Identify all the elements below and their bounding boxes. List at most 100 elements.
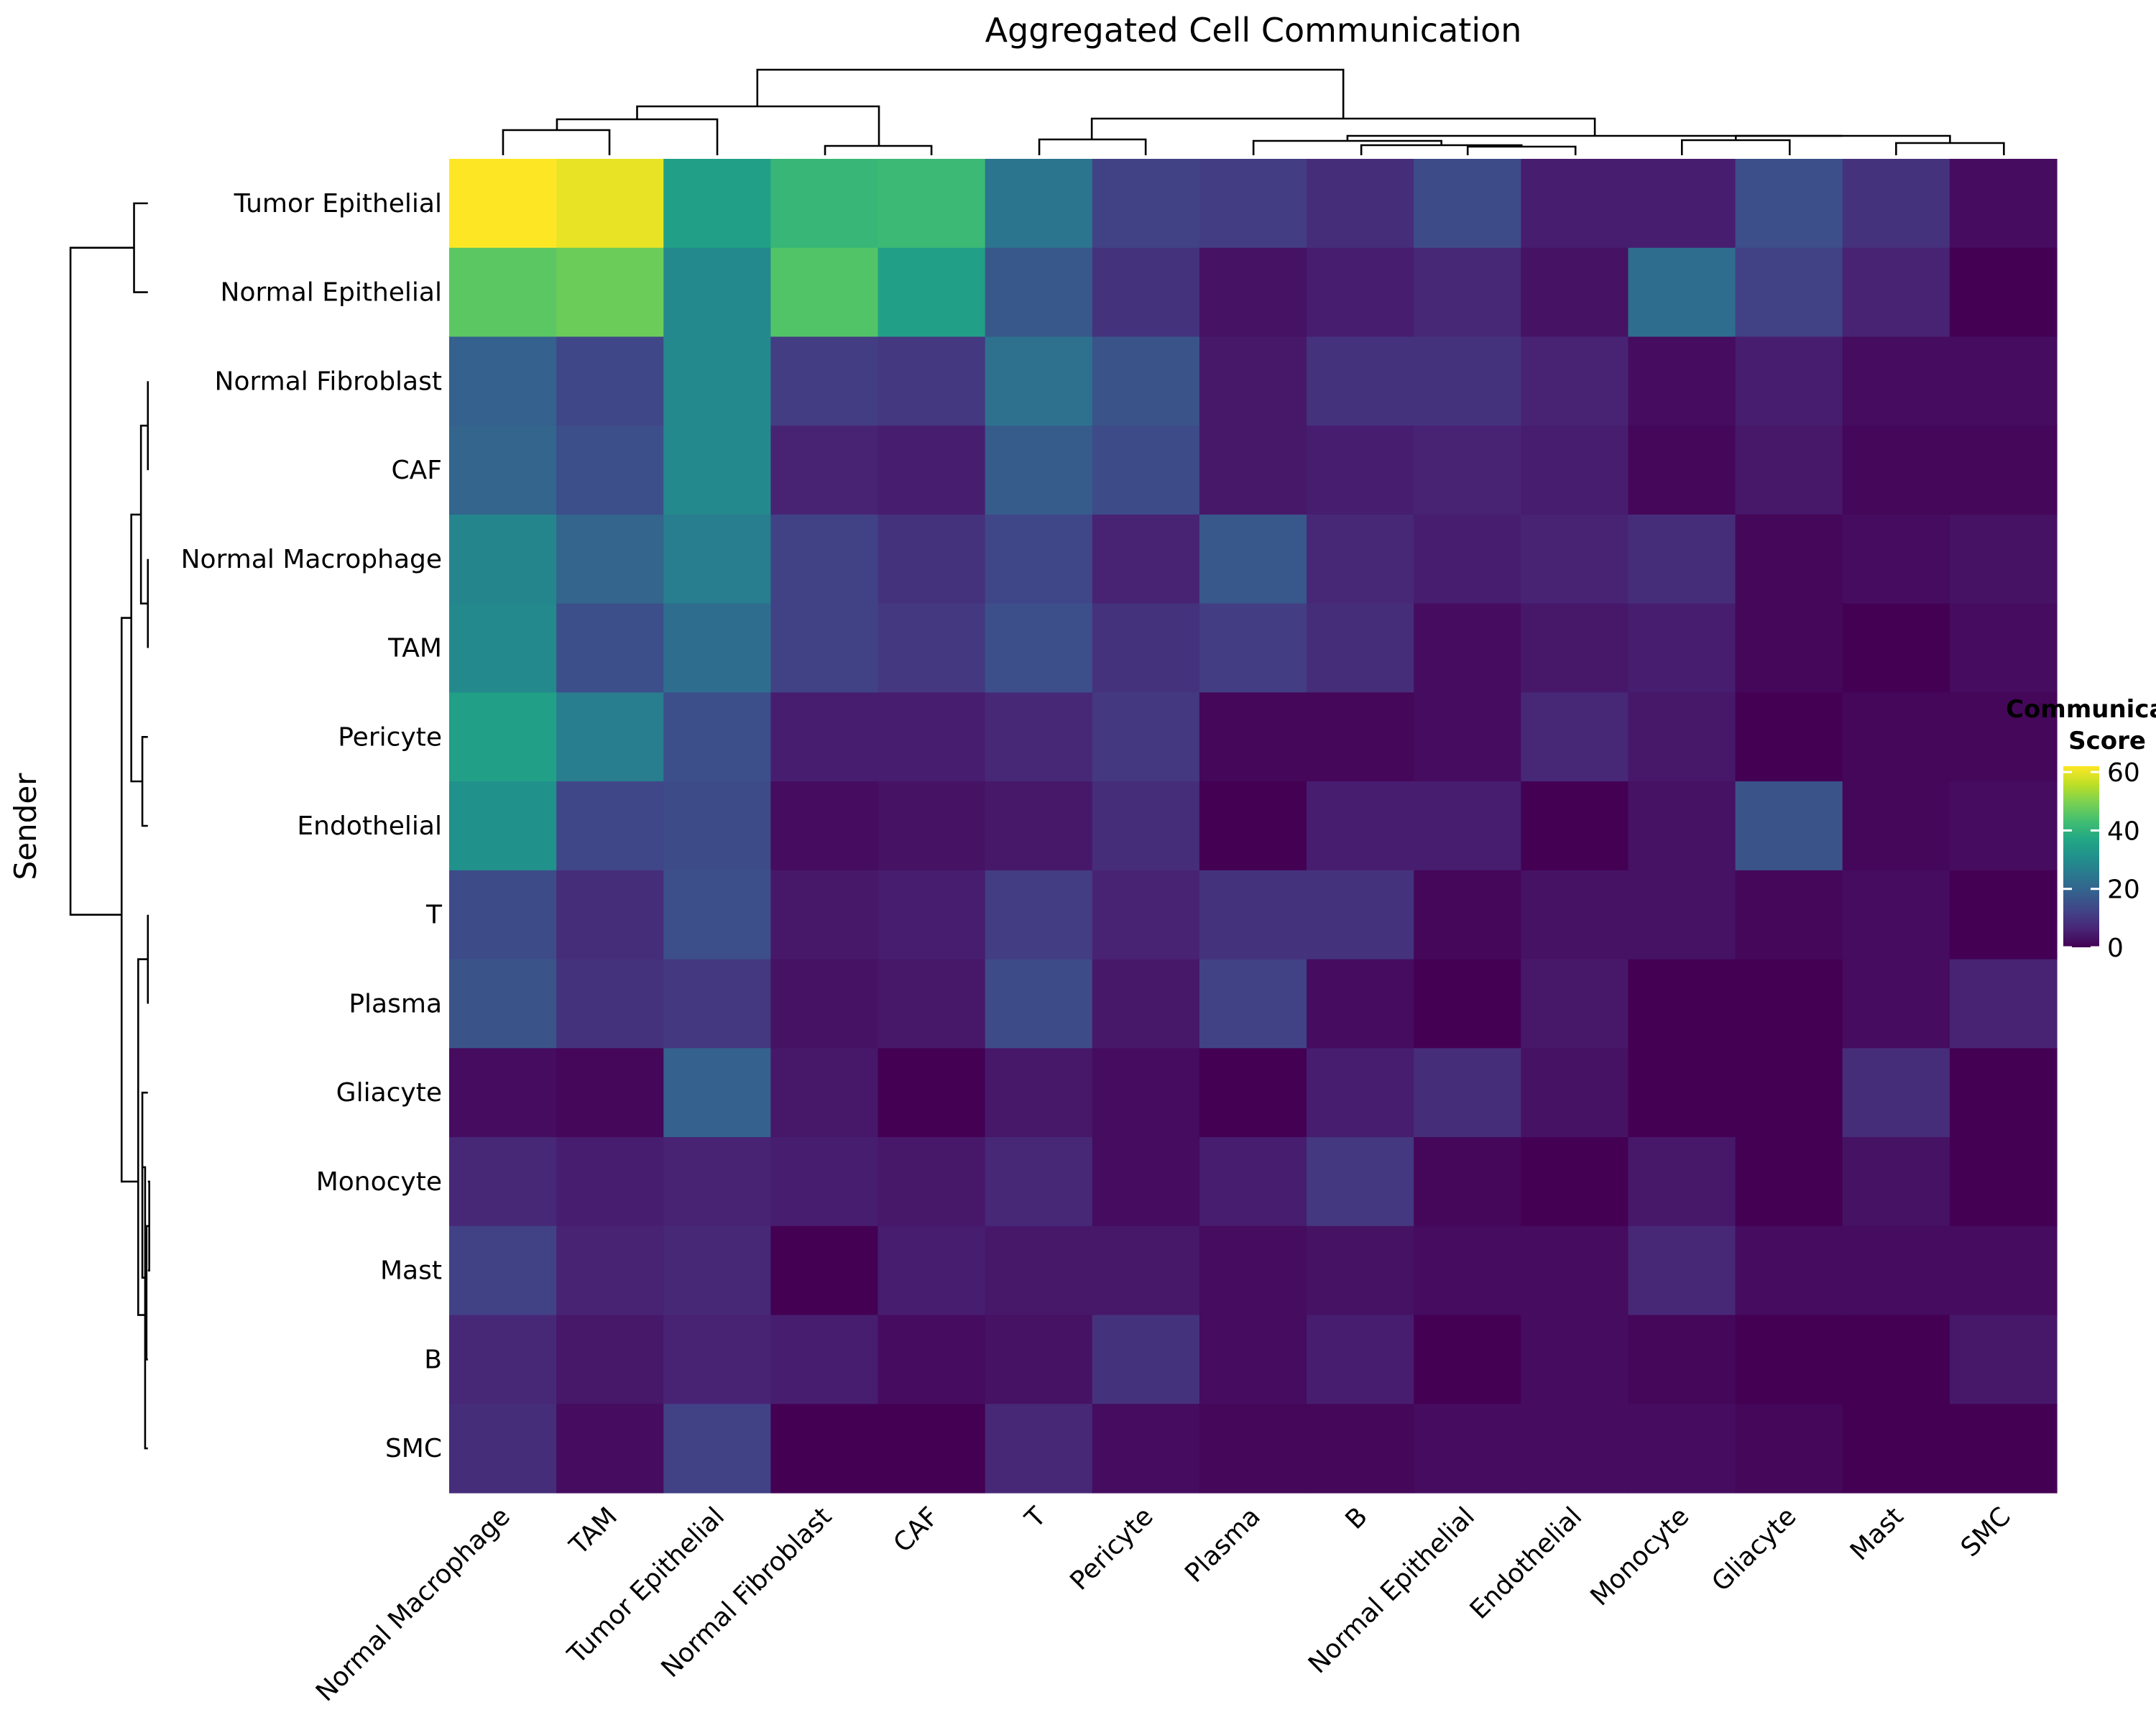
row-label: Monocyte	[316, 1167, 442, 1197]
heatmap-cell	[1949, 870, 2058, 960]
dendrogram-link	[1466, 145, 1577, 155]
heatmap-cell	[1092, 781, 1200, 871]
heatmap-cell	[985, 336, 1093, 426]
heatmap-cell	[1735, 1315, 1843, 1404]
column-label: Normal Macrophage	[310, 1501, 516, 1707]
heatmap-cell	[1414, 870, 1521, 960]
heatmap-cell	[663, 1404, 771, 1494]
heatmap-cell	[1307, 247, 1414, 338]
heatmap-cell	[1735, 514, 1843, 604]
heatmap-cell	[663, 959, 771, 1049]
heatmap-cell	[985, 1137, 1093, 1227]
heatmap-cell	[556, 426, 664, 515]
heatmap-cell	[1842, 1404, 1950, 1494]
heatmap-cell	[1199, 514, 1307, 604]
heatmap-cell	[1628, 959, 1736, 1049]
column-label: CAF	[888, 1501, 945, 1558]
heatmap-cell	[663, 870, 771, 960]
heatmap-cell	[556, 1404, 664, 1494]
column-label: Pericyte	[1064, 1501, 1158, 1596]
dendrogram-link	[130, 513, 143, 783]
heatmap-cell	[770, 1315, 879, 1404]
column-label: T	[1019, 1501, 1052, 1535]
heatmap-cell	[663, 692, 771, 782]
heatmap-cell	[770, 603, 879, 693]
colorbar-tick-label: 60	[2107, 758, 2140, 788]
heatmap-cell	[770, 247, 879, 338]
heatmap-cell	[1735, 870, 1843, 960]
heatmap-cell	[1307, 514, 1414, 604]
heatmap-cell	[985, 1404, 1093, 1494]
heatmap-cell	[770, 692, 879, 782]
heatmap-cell	[877, 247, 986, 338]
heatmap-cell	[449, 603, 557, 693]
heatmap-cell	[1199, 603, 1307, 693]
heatmap-cell	[1842, 1225, 1950, 1316]
row-label: Endothelial	[297, 811, 442, 841]
heatmap-cell	[1842, 1137, 1950, 1227]
heatmap-cell	[663, 781, 771, 871]
heatmap-cell	[1842, 1315, 1950, 1404]
row-label: Gliacyte	[336, 1078, 442, 1108]
heatmap-cell	[1735, 426, 1843, 515]
heatmap-cell	[1307, 692, 1414, 782]
heatmap-cell	[1735, 247, 1843, 338]
heatmap-cell	[663, 1315, 771, 1404]
heatmap-cell	[770, 1048, 879, 1138]
heatmap-cell	[1842, 1048, 1950, 1138]
heatmap-cell	[663, 159, 771, 249]
heatmap-cell	[877, 1404, 986, 1494]
dendrogram-link	[556, 118, 719, 155]
heatmap-cell	[1307, 336, 1414, 426]
heatmap-cell	[1092, 1137, 1200, 1227]
heatmap-cell	[770, 1225, 879, 1316]
colorbar	[2063, 766, 2099, 947]
heatmap-cell	[1414, 1315, 1521, 1404]
heatmap-cell	[1307, 426, 1414, 515]
heatmap-cell	[1092, 870, 1200, 960]
heatmap-cell	[449, 1225, 557, 1316]
heatmap-cell	[1199, 1404, 1307, 1494]
heatmap-cell	[1735, 1225, 1843, 1316]
heatmap-cell	[1628, 1404, 1736, 1494]
heatmap-cell	[1842, 159, 1950, 249]
heatmap-cell	[877, 514, 986, 604]
heatmap-cell	[985, 959, 1093, 1049]
heatmap-cell	[1628, 603, 1736, 693]
heatmap-cell	[1842, 781, 1950, 871]
heatmap-cell	[1842, 870, 1950, 960]
heatmap-cell	[1628, 426, 1736, 515]
heatmap-cell	[449, 1137, 557, 1227]
colorbar-title-line2: Score	[2068, 727, 2146, 755]
row-label: Normal Epithelial	[221, 278, 442, 308]
heatmap-cell	[877, 603, 986, 693]
heatmap-cell	[1521, 514, 1629, 604]
row-label: Normal Macrophage	[181, 545, 442, 574]
heatmap-cell	[1092, 1225, 1200, 1316]
heatmap-cell	[1735, 781, 1843, 871]
heatmap-cell	[1949, 1225, 2058, 1316]
heatmap-cell	[877, 870, 986, 960]
heatmap-cell	[1092, 426, 1200, 515]
heatmap-cell	[1199, 870, 1307, 960]
dendrogram-link	[137, 958, 148, 1316]
dendrogram-link	[142, 1166, 148, 1450]
column-label: B	[1340, 1501, 1373, 1535]
heatmap-cell	[1521, 1048, 1629, 1138]
row-label: T	[425, 901, 443, 930]
heatmap-cell	[877, 159, 986, 249]
heatmap-cell	[1949, 1404, 2058, 1494]
heatmap-cell	[1307, 1137, 1414, 1227]
dendrogram-link	[756, 68, 1345, 119]
heatmap-cell	[1949, 1315, 2058, 1404]
heatmap-cell	[1628, 514, 1736, 604]
heatmap-cell	[1092, 336, 1200, 426]
heatmap-cell	[1521, 247, 1629, 338]
dendrogram-link	[1038, 138, 1147, 155]
heatmap-cell	[1949, 959, 2058, 1049]
row-label: CAF	[392, 456, 442, 485]
colorbar-tick-label: 40	[2107, 816, 2140, 846]
heatmap-cell	[556, 603, 664, 693]
heatmap-cell	[1092, 1404, 1200, 1494]
